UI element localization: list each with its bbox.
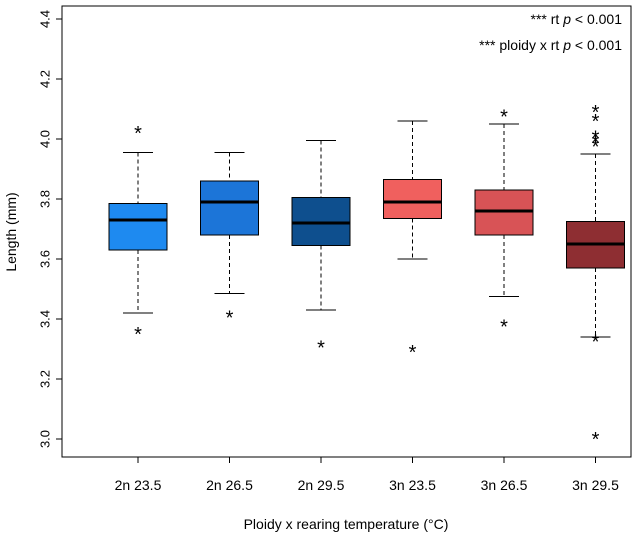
box-group: **	[108, 123, 168, 346]
outlier-point: *	[592, 102, 600, 124]
x-tick-label: 3n 29.5	[572, 477, 619, 493]
y-tick-label: 3.2	[37, 370, 52, 388]
x-tick-label: 2n 29.5	[298, 477, 345, 493]
y-tick-label: 4.2	[37, 70, 52, 88]
annotation-term: *** rt	[531, 11, 564, 27]
x-tick-label: 2n 23.5	[115, 477, 162, 493]
y-tick-label: 3.6	[37, 250, 52, 268]
outlier-point: *	[592, 137, 600, 159]
annotation-p-value: < 0.001	[571, 11, 622, 27]
outlier-point: *	[409, 342, 417, 364]
outlier-point: *	[134, 324, 142, 346]
significance-annotations: *** rt p < 0.001*** ploidy x rt p < 0.00…	[479, 11, 622, 53]
y-tick-label: 4.0	[37, 130, 52, 148]
outlier-point: *	[134, 123, 142, 145]
y-tick-label: 4.4	[37, 10, 52, 28]
box-group: *******	[566, 102, 625, 451]
box-group: *	[200, 152, 259, 330]
box-group: **	[474, 107, 534, 339]
plot-frame	[61, 5, 632, 458]
outlier-point: *	[317, 338, 325, 360]
outlier-point: *	[226, 308, 234, 330]
x-tick-label: 3n 23.5	[389, 477, 436, 493]
iqr-box	[383, 179, 442, 219]
outlier-point: *	[500, 107, 508, 129]
annotation-line: *** ploidy x rt p < 0.001	[479, 37, 622, 53]
annotation-p-value: < 0.001	[571, 37, 622, 53]
y-tick-label: 3.4	[37, 310, 52, 328]
x-tick-label: 3n 26.5	[481, 477, 528, 493]
annotation-term: *** ploidy x rt	[479, 37, 563, 53]
y-tick-label: 3.8	[37, 190, 52, 208]
box-group: *	[291, 140, 351, 360]
x-axis: 2n 23.5 2n 26.5 2n 29.5 3n 23.5 3n 26.5 3n 29…	[115, 457, 619, 493]
box-group: *	[383, 120, 442, 364]
iqr-box	[200, 180, 259, 236]
x-axis-label: Ploidy x rearing temperature (°C)	[244, 516, 449, 532]
y-axis-label: Length (mm)	[3, 192, 19, 271]
outlier-point: *	[592, 332, 600, 354]
annotation-p: p	[562, 11, 571, 27]
outlier-point: *	[500, 317, 508, 339]
boxes-group: **** **********	[108, 102, 625, 451]
outlier-point: *	[592, 429, 600, 451]
outlier-point: *	[592, 111, 600, 133]
annotation-line: *** rt p < 0.001	[531, 11, 623, 27]
y-axis: 3.0 3.2 3.4 3.6 3.8 4.0 4.2 4.4	[37, 10, 62, 448]
outlier-point: *	[592, 132, 600, 154]
iqr-box	[108, 203, 168, 251]
annotation-p: p	[562, 37, 571, 53]
outlier-point: *	[592, 128, 600, 150]
x-tick-label: 2n 26.5	[206, 477, 253, 493]
y-tick-label: 3.0	[37, 430, 52, 448]
